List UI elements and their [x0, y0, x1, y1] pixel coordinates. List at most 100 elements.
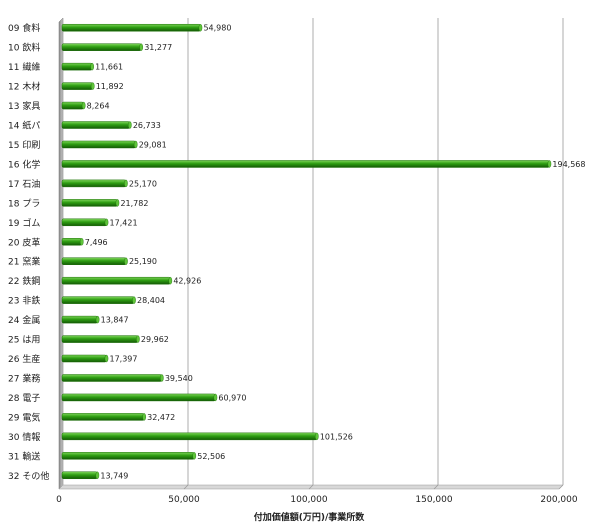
bar-body	[61, 179, 127, 188]
bar	[61, 121, 132, 129]
bar-body	[61, 199, 118, 207]
bar-cap	[124, 257, 128, 265]
bar	[61, 199, 120, 207]
bar-cap	[79, 238, 84, 246]
bar-cap	[192, 452, 197, 460]
bar-cap	[90, 62, 94, 71]
x-axis-title: 付加価値額(万円)/事業所数	[254, 511, 366, 523]
data-label: 29,081	[139, 140, 167, 149]
bar-body	[61, 315, 98, 324]
data-label: 101,526	[320, 432, 353, 441]
category-label: 10 飲料	[8, 42, 40, 54]
bar	[61, 62, 94, 71]
data-label: 17,421	[110, 218, 138, 227]
data-label: 31,277	[144, 43, 172, 52]
bar-body	[61, 140, 136, 149]
category-labels: 09 食料 10 飲料 11 繊維 12 木材 13 家具 14 紙パ 15 印刷 16 化学…	[8, 22, 49, 482]
category-label: 13 家具	[8, 100, 40, 112]
data-label: 54,980	[203, 24, 231, 33]
bar-cap	[139, 43, 143, 51]
bar-cap	[115, 199, 120, 207]
bar-body	[61, 23, 201, 32]
category-label: 17 石油	[8, 178, 40, 190]
bar-cap	[95, 471, 100, 479]
bar-body	[61, 43, 142, 51]
data-label: 8,264	[87, 102, 110, 111]
x-tick-label: 100,000	[290, 495, 327, 505]
bar-cap	[124, 179, 128, 188]
bar-cap	[95, 315, 100, 324]
bar-cap	[128, 121, 132, 129]
category-label: 14 紙パ	[8, 120, 40, 132]
data-label: 39,540	[165, 374, 193, 383]
data-label: 42,926	[173, 277, 201, 286]
category-label: 12 木材	[8, 81, 40, 93]
bar-body	[61, 62, 93, 71]
grid-lines	[183, 18, 564, 490]
bar	[61, 374, 164, 382]
bar-body	[61, 471, 98, 480]
data-label: 17,397	[109, 355, 137, 364]
bar-cap	[142, 413, 146, 421]
category-label: 24 金属	[8, 314, 40, 326]
grid-line-depth	[558, 484, 564, 490]
value-labels: 54,980 31,277 11,661 11,892 8,264 26,733 29,08…	[85, 24, 586, 481]
bar-cap	[132, 296, 136, 304]
data-label: 52,506	[197, 452, 225, 461]
bar-body	[61, 257, 127, 265]
bar-body	[61, 218, 107, 227]
bar-cap	[104, 354, 109, 363]
bar	[61, 23, 203, 32]
data-label: 60,970	[218, 393, 246, 402]
bar-body	[61, 238, 82, 246]
bar-body	[61, 452, 195, 460]
grid-line-depth	[433, 484, 439, 490]
category-label: 32 その他	[8, 470, 49, 482]
bar-body	[61, 101, 84, 110]
bar-cap	[136, 335, 140, 343]
category-label: 22 鉄鋼	[8, 275, 40, 287]
bar-body	[61, 354, 107, 363]
bar-body	[61, 82, 93, 90]
bar-body	[61, 335, 139, 343]
data-label: 21,782	[120, 199, 148, 208]
data-label: 28,404	[137, 296, 165, 305]
x-tick-label: 50,000	[168, 495, 200, 505]
bar-body	[61, 296, 135, 304]
category-label: 20 皮革	[8, 236, 40, 248]
bar-cap	[104, 218, 109, 227]
data-label: 25,190	[129, 257, 157, 266]
bar-cap	[547, 160, 552, 168]
bar	[61, 413, 146, 421]
bar	[61, 354, 109, 363]
data-label: 25,170	[129, 179, 157, 188]
category-label: 30 情報	[8, 431, 40, 443]
category-label: 25 は用	[8, 335, 40, 346]
category-label: 26 生産	[8, 353, 40, 365]
bar	[61, 43, 143, 51]
grid-line-depth	[183, 484, 189, 490]
bar-cap	[133, 140, 138, 149]
category-label: 21 窯業	[8, 256, 40, 268]
bar-body	[61, 374, 163, 382]
x-tick-label: 200,000	[540, 495, 577, 505]
bar-body	[61, 393, 216, 402]
bar	[61, 315, 100, 324]
bar-body	[61, 121, 131, 129]
bar-body	[61, 413, 145, 421]
bar-body	[61, 276, 171, 285]
bar-body	[61, 160, 550, 168]
data-label: 11,892	[96, 82, 124, 91]
data-label: 13,749	[100, 471, 128, 480]
bar-cap	[160, 374, 164, 382]
category-label: 09 食料	[8, 22, 40, 34]
bar-cap	[198, 24, 203, 32]
bar	[61, 296, 136, 304]
bar	[61, 276, 173, 285]
category-label: 16 化学	[8, 158, 40, 170]
data-label: 26,733	[133, 121, 161, 130]
bar-cap	[213, 393, 218, 402]
category-label: 27 業務	[8, 372, 40, 384]
